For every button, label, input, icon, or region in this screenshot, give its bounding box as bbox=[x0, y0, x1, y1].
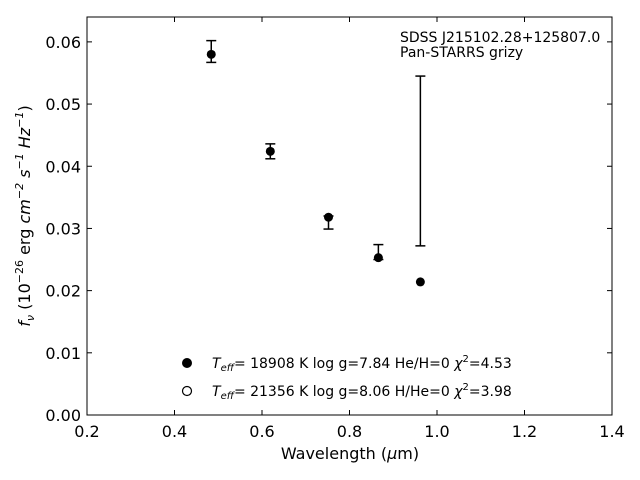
x-tick-label: 1.4 bbox=[599, 422, 624, 441]
x-axis-label-mu: μ bbox=[386, 444, 397, 463]
x-tick-label: 0.8 bbox=[337, 422, 362, 441]
legend-teff-subscript: eff bbox=[221, 363, 236, 374]
y-label-exp3: −1 bbox=[13, 153, 26, 169]
y-label-close: ) bbox=[15, 105, 34, 111]
legend-entry-2: Teff= 21356 K log g=8.06 H/He=0 χ2=3.98 bbox=[212, 382, 512, 402]
observed-flux-point bbox=[324, 212, 333, 222]
legend-entry-1: Teff= 18908 K log g=7.84 He/H=0 χ2=4.53 bbox=[212, 354, 512, 374]
observed-flux-point bbox=[206, 49, 216, 59]
legend-chi-symbol: χ bbox=[453, 356, 463, 372]
y-axis-label: fν (10−26 erg cm−2 s−1 Hz−1) bbox=[13, 105, 37, 326]
y-label-f: f bbox=[15, 319, 34, 327]
y-label-erg: erg bbox=[15, 224, 34, 260]
y-label-cm: cm bbox=[15, 199, 34, 223]
y-label-nu: ν bbox=[24, 315, 37, 321]
observed-flux-point bbox=[373, 253, 383, 263]
x-axis-label: Wavelength (μm) bbox=[281, 444, 419, 463]
x-tick-label: 1.0 bbox=[424, 422, 449, 441]
legend-entry-1-params: = 18908 K log g=7.84 He/H=0 bbox=[234, 356, 454, 372]
y-label-open: (10 bbox=[15, 283, 34, 315]
y-tick-label: 0.04 bbox=[45, 157, 81, 176]
plot-frame bbox=[86, 16, 613, 416]
ticks-layer: 0.2 0.4 0.6 0.8 1.0 1.2 1.4 0.00 0.01 0.02 0.03 0.0… bbox=[45, 17, 625, 441]
x-tick-label: 1.2 bbox=[512, 422, 537, 441]
legend-entry-1-chi2: =4.53 bbox=[469, 356, 512, 372]
y-label-exp1: −26 bbox=[13, 260, 26, 283]
y-tick-label: 0.00 bbox=[45, 406, 81, 425]
y-tick-label: 0.05 bbox=[45, 95, 81, 114]
data-marks bbox=[206, 39, 426, 287]
annotation-survey: Pan-STARRS grizy bbox=[400, 45, 523, 61]
y-label-exp2: −2 bbox=[13, 183, 26, 199]
y-tick-label: 0.06 bbox=[45, 33, 81, 52]
x-tick-label: 0.4 bbox=[162, 422, 187, 441]
legend: Teff= 18908 K log g=7.84 He/H=0 χ2=4.53 … bbox=[181, 354, 512, 402]
legend-chi-superscript: 2 bbox=[463, 382, 469, 393]
legend-teff-symbol: T bbox=[212, 384, 222, 400]
legend-entry-2-params: = 21356 K log g=8.06 H/He=0 bbox=[234, 384, 454, 400]
x-axis-label-unit: m) bbox=[397, 444, 419, 463]
y-label-s: s bbox=[15, 170, 34, 183]
observed-flux-point bbox=[415, 277, 425, 287]
x-tick-label: 0.2 bbox=[74, 422, 99, 441]
legend-marker-filled bbox=[182, 358, 192, 368]
y-tick-label: 0.01 bbox=[45, 344, 81, 363]
legend-entry-2-chi2: =3.98 bbox=[469, 384, 512, 400]
y-tick-label: 0.03 bbox=[45, 219, 81, 238]
y-label-hz: Hz bbox=[15, 127, 34, 153]
legend-chi-superscript: 2 bbox=[463, 354, 469, 365]
observed-flux-point bbox=[265, 146, 275, 156]
y-label-exp4: −1 bbox=[13, 112, 26, 128]
y-tick-label: 0.02 bbox=[45, 282, 81, 301]
legend-teff-subscript: eff bbox=[221, 391, 236, 402]
annotation-object-name: SDSS J215102.28+125807.0 bbox=[400, 30, 600, 46]
legend-teff-symbol: T bbox=[212, 356, 222, 372]
x-axis-label-text: Wavelength ( bbox=[281, 444, 387, 463]
legend-chi-symbol: χ bbox=[453, 384, 463, 400]
legend-marker-open bbox=[181, 385, 193, 397]
x-tick-label: 0.6 bbox=[249, 422, 274, 441]
